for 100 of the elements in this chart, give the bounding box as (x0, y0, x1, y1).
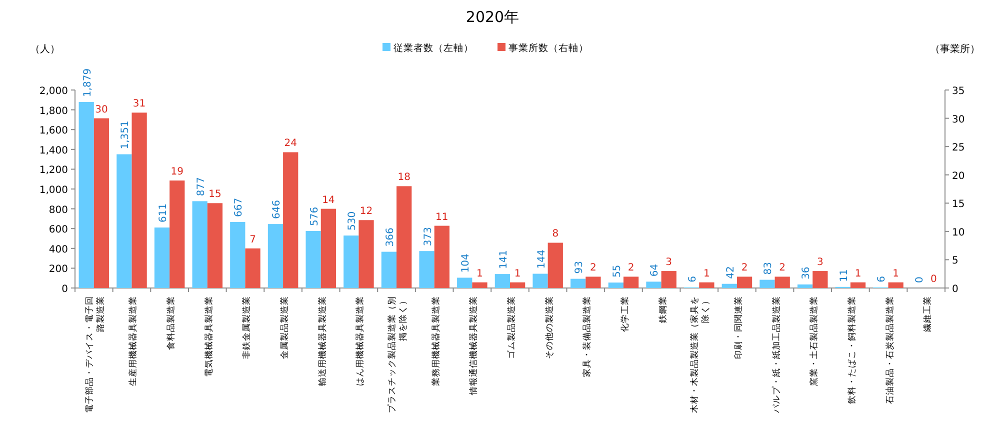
y-tick-label: 400 (48, 244, 68, 256)
y2-tick-label: 10 (952, 227, 965, 238)
y-tick-label: 1,400 (39, 145, 68, 156)
data-label: 3 (816, 257, 824, 268)
data-label: 12 (360, 206, 373, 218)
y-tick-label: 1,800 (39, 106, 68, 117)
data-label: 1 (476, 268, 483, 280)
x-tick-label: 情報通信機械器具製造業 (468, 296, 480, 396)
y2-tick-label: 30 (952, 114, 965, 126)
data-label: 1,879 (82, 68, 94, 97)
bar (661, 271, 676, 288)
data-label: 55 (612, 264, 623, 278)
data-label: 64 (650, 264, 661, 277)
data-label: 366 (384, 228, 396, 247)
data-label: 877 (196, 177, 207, 196)
data-label: 646 (271, 200, 282, 220)
bar (548, 242, 563, 288)
x-tick-label: 窯業・土石製品製造業 (808, 296, 820, 386)
data-label: 2 (741, 262, 748, 274)
y-tick-label: 1,600 (39, 126, 68, 137)
bar (623, 276, 639, 288)
data-label: 14 (322, 194, 335, 206)
y-tick-label: 200 (48, 264, 68, 276)
bar (812, 271, 828, 288)
bar (532, 274, 548, 288)
data-label: 6 (876, 276, 888, 282)
y2-tick-label: 25 (952, 142, 965, 154)
data-label: 11 (436, 212, 448, 223)
chart-title: 2020年 (466, 8, 520, 26)
data-label: 83 (763, 262, 774, 275)
y-axis-title: （人） (30, 44, 60, 55)
data-label: 0 (914, 276, 926, 283)
bar (850, 282, 866, 288)
data-label: 19 (170, 166, 184, 178)
data-label: 667 (234, 198, 245, 217)
data-label: 6 (688, 276, 699, 282)
data-label: 104 (460, 254, 472, 273)
data-label: 42 (725, 266, 736, 279)
x-tick-label: 金属製品製造業 (279, 296, 290, 359)
x-tick-label: 食料品製造業 (166, 296, 177, 350)
x-tick-label: 電子部品・デバイス・電子回路製造業 (84, 296, 106, 413)
x-tick-label: 生産用機械器具製造業 (128, 296, 139, 386)
data-label: 3 (666, 257, 672, 268)
bar (283, 152, 298, 288)
data-label: 18 (398, 172, 410, 184)
x-tick-label: 非鉄金属製造業 (241, 296, 252, 359)
legend-label: 事業所数（右軸） (508, 42, 588, 54)
data-label: 373 (422, 226, 434, 246)
data-label: 2 (779, 262, 786, 274)
y-tick-label: 1,200 (39, 165, 68, 176)
y2-tick-label: 35 (952, 86, 965, 97)
y2-tick-label: 20 (952, 170, 965, 182)
data-label: 30 (95, 104, 108, 116)
x-tick-label: 石油製品・石炭製品製造業 (884, 296, 896, 404)
y-tick-label: 600 (48, 224, 68, 236)
x-tick-label: 輸送用機械器具製造業 (316, 296, 328, 386)
bar (396, 186, 412, 288)
x-tick-label: 化学工業 (619, 296, 630, 332)
data-label: 1 (892, 268, 900, 280)
y-tick-label: 0 (62, 284, 68, 295)
x-tick-label: 繊維工業 (922, 296, 934, 333)
data-label: 611 (158, 203, 169, 223)
data-label: 24 (284, 138, 297, 150)
data-label: 1 (704, 268, 710, 280)
x-tick-label: はん用機械器具製造業 (354, 296, 366, 386)
data-label: 7 (250, 234, 256, 246)
y-tick-label: 2,000 (39, 86, 68, 97)
y-tick-label: 1,000 (39, 185, 68, 196)
bar (736, 276, 752, 288)
legend-label: 従業者数（左軸） (394, 42, 474, 54)
data-label: 1,351 (120, 120, 132, 150)
data-label: 31 (132, 98, 146, 110)
x-tick-label: その他の製造業 (544, 296, 555, 359)
y2-tick-label: 5 (952, 256, 958, 267)
bar (797, 284, 813, 288)
x-tick-label: 木材・木製品製造業（家具を除く） (689, 296, 712, 413)
y2-tick-label: 0 (952, 284, 958, 295)
x-tick-label: 電気機械器具製造業 (203, 296, 214, 377)
bar (888, 282, 904, 288)
data-label: 93 (574, 261, 586, 274)
data-label: 2 (628, 262, 634, 274)
data-label: 8 (552, 228, 559, 240)
data-label: 1 (514, 268, 521, 280)
data-label: 576 (309, 206, 320, 226)
x-tick-label: 業務用機械器具製造業 (430, 296, 442, 386)
x-tick-label: 印刷・同関連業 (732, 296, 744, 359)
data-label: 1 (854, 268, 862, 280)
data-label: 141 (498, 250, 510, 270)
x-tick-label: プラスチック製品製造業（別掲を除く） (386, 296, 409, 413)
x-tick-label: 鉄鋼業 (657, 296, 668, 323)
x-tick-label: 家具・装備品製造業 (582, 296, 593, 377)
bar (699, 282, 714, 288)
y-tick-label: 800 (48, 204, 68, 216)
y2-axis-title: （事業所） (930, 43, 980, 55)
data-label: 0 (930, 274, 937, 285)
x-tick-label: パルプ・紙・紙加工品製造業 (770, 296, 782, 414)
data-label: 36 (801, 266, 812, 280)
data-label: 144 (536, 250, 548, 269)
data-label: 11 (838, 269, 850, 282)
x-tick-label: ゴム製品製造業 (506, 296, 517, 359)
